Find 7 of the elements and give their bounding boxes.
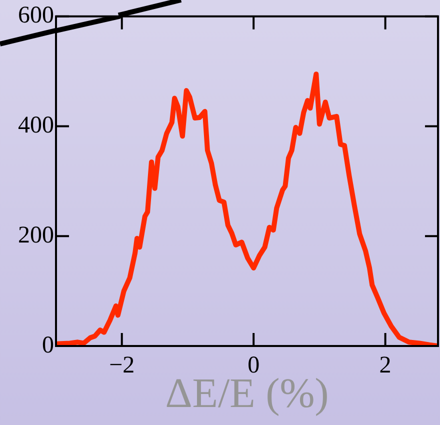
x-tick-label: −2: [109, 352, 135, 379]
y-tick-label: 200: [18, 222, 54, 248]
y-tick-label: 400: [18, 112, 54, 139]
y-tick-label: 0: [42, 332, 54, 358]
x-tick-label: 0: [248, 352, 260, 379]
x-tick-label: 2: [379, 352, 392, 379]
y-tick-label: 600: [18, 2, 54, 29]
